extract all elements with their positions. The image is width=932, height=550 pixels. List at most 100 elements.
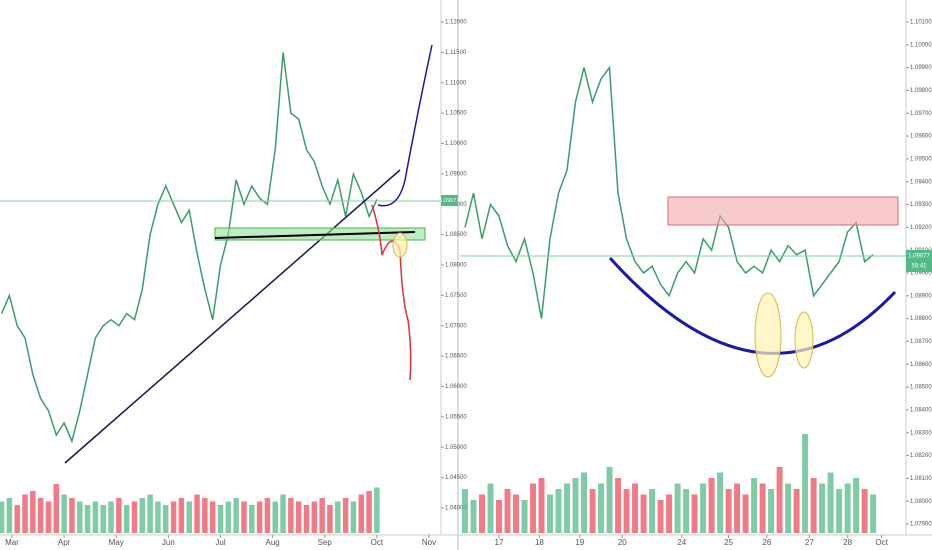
volume-bar — [802, 434, 809, 533]
volume-bar — [870, 494, 877, 533]
x-tick-label: 25 — [724, 538, 733, 547]
volume-bar — [77, 501, 83, 533]
volume-bar — [725, 489, 732, 533]
x-tick-label: Nov — [422, 538, 436, 547]
volume-bar — [819, 483, 826, 533]
volume-bar — [319, 498, 325, 533]
volume-bar — [768, 489, 775, 533]
y-tick-label: 1.12000 — [445, 20, 467, 26]
volume-bar — [479, 494, 485, 533]
volume-bar — [0, 501, 5, 533]
y-tick-label: 1.09400 — [910, 179, 932, 185]
y-tick-label: 1.09000 — [910, 271, 932, 277]
volume-bar — [785, 483, 792, 533]
volume-bar — [496, 500, 502, 533]
volume-bar — [649, 489, 656, 533]
volume-bar — [666, 494, 673, 533]
y-tick-label: 1.09300 — [910, 202, 932, 208]
y-tick-label: 1.06500 — [445, 354, 467, 360]
volume-bar — [691, 494, 698, 533]
y-tick-label: 1.04000 — [445, 506, 467, 512]
volume-bar — [92, 501, 99, 533]
volume-bar — [139, 498, 146, 533]
volume-bar — [53, 484, 60, 533]
y-tick-label: 1.11000 — [445, 80, 467, 86]
volume-bar — [861, 489, 868, 533]
y-tick-label: 1.08300 — [910, 430, 932, 436]
y-tick-label: 1.08800 — [910, 316, 932, 322]
volume-bar — [683, 489, 690, 533]
volume-bar — [555, 489, 562, 533]
x-tick-label: Mar — [5, 538, 19, 547]
volume-bar — [288, 498, 294, 533]
volume-bar — [581, 472, 588, 533]
volume-bar — [657, 500, 664, 533]
resistance-zone — [667, 196, 899, 226]
y-tick-label: 1.10000 — [910, 42, 932, 48]
volume-bar — [734, 483, 741, 533]
volume-bar — [69, 498, 75, 533]
x-tick-label: Oct — [371, 538, 384, 547]
volume-bar — [303, 505, 310, 533]
x-tick-label: Oct — [875, 538, 888, 547]
volume-bar — [61, 494, 67, 533]
volume-bar — [462, 489, 468, 533]
volume-bar — [717, 472, 724, 533]
volume-bar — [836, 489, 843, 533]
y-tick-label: 1.06000 — [445, 384, 467, 390]
x-tick-label: 18 — [535, 538, 544, 547]
volume-bar — [793, 489, 800, 533]
volume-bar — [564, 483, 571, 533]
x-tick-label: Apr — [58, 538, 71, 547]
volume-bar — [249, 505, 255, 533]
volume-bar — [530, 483, 536, 533]
volume-bar — [256, 501, 263, 533]
y-tick-label: 1.09500 — [445, 171, 467, 177]
volume-bar — [311, 501, 318, 533]
volume-bar — [547, 494, 553, 533]
volume-bar — [358, 494, 364, 533]
y-tick-label: 1.08000 — [910, 499, 932, 505]
volume-bar — [598, 483, 605, 533]
volume-bar — [844, 483, 851, 533]
highlight — [794, 311, 814, 369]
volume-bar — [759, 483, 766, 533]
volume-bar — [147, 494, 153, 533]
y-tick-label: 1.10500 — [445, 111, 467, 117]
volume-bar — [350, 501, 357, 533]
volume-bar — [108, 501, 114, 533]
volume-bar — [776, 467, 783, 533]
y-tick-label: 1.08000 — [445, 263, 467, 269]
volume-bar — [202, 498, 208, 533]
volume-bar — [209, 501, 216, 533]
price-label: 1.09077 — [440, 198, 460, 204]
volume-bar — [708, 478, 715, 533]
support-line — [214, 231, 416, 239]
volume-bar — [327, 505, 333, 533]
x-tick-label: 28 — [843, 538, 852, 547]
volume-bar — [632, 483, 639, 533]
volume-bar — [827, 472, 834, 533]
y-tick-label: 1.08500 — [910, 385, 932, 391]
volume-bar — [487, 483, 494, 533]
volume-bar — [163, 505, 169, 533]
x-tick-label: 19 — [575, 538, 584, 547]
x-tick-label: 24 — [677, 538, 686, 547]
y-tick-label: 1.08100 — [910, 476, 932, 482]
volume-bar — [335, 501, 341, 533]
x-tick-label: 26 — [762, 538, 771, 547]
volume-bar — [84, 505, 91, 533]
y-tick-label: 1.10000 — [445, 141, 467, 147]
volume-bar — [233, 498, 239, 533]
highlight — [754, 292, 782, 378]
volume-bar — [751, 478, 758, 533]
y-tick-label: 1.09800 — [910, 88, 932, 94]
y-tick-label: 1.09900 — [910, 65, 932, 71]
volume-bar — [264, 498, 271, 533]
y-tick-label: 1.09700 — [910, 111, 932, 117]
x-tick-label: 27 — [805, 538, 814, 547]
countdown: 59:41 — [911, 264, 927, 270]
y-tick-label: 1.09500 — [910, 156, 932, 162]
